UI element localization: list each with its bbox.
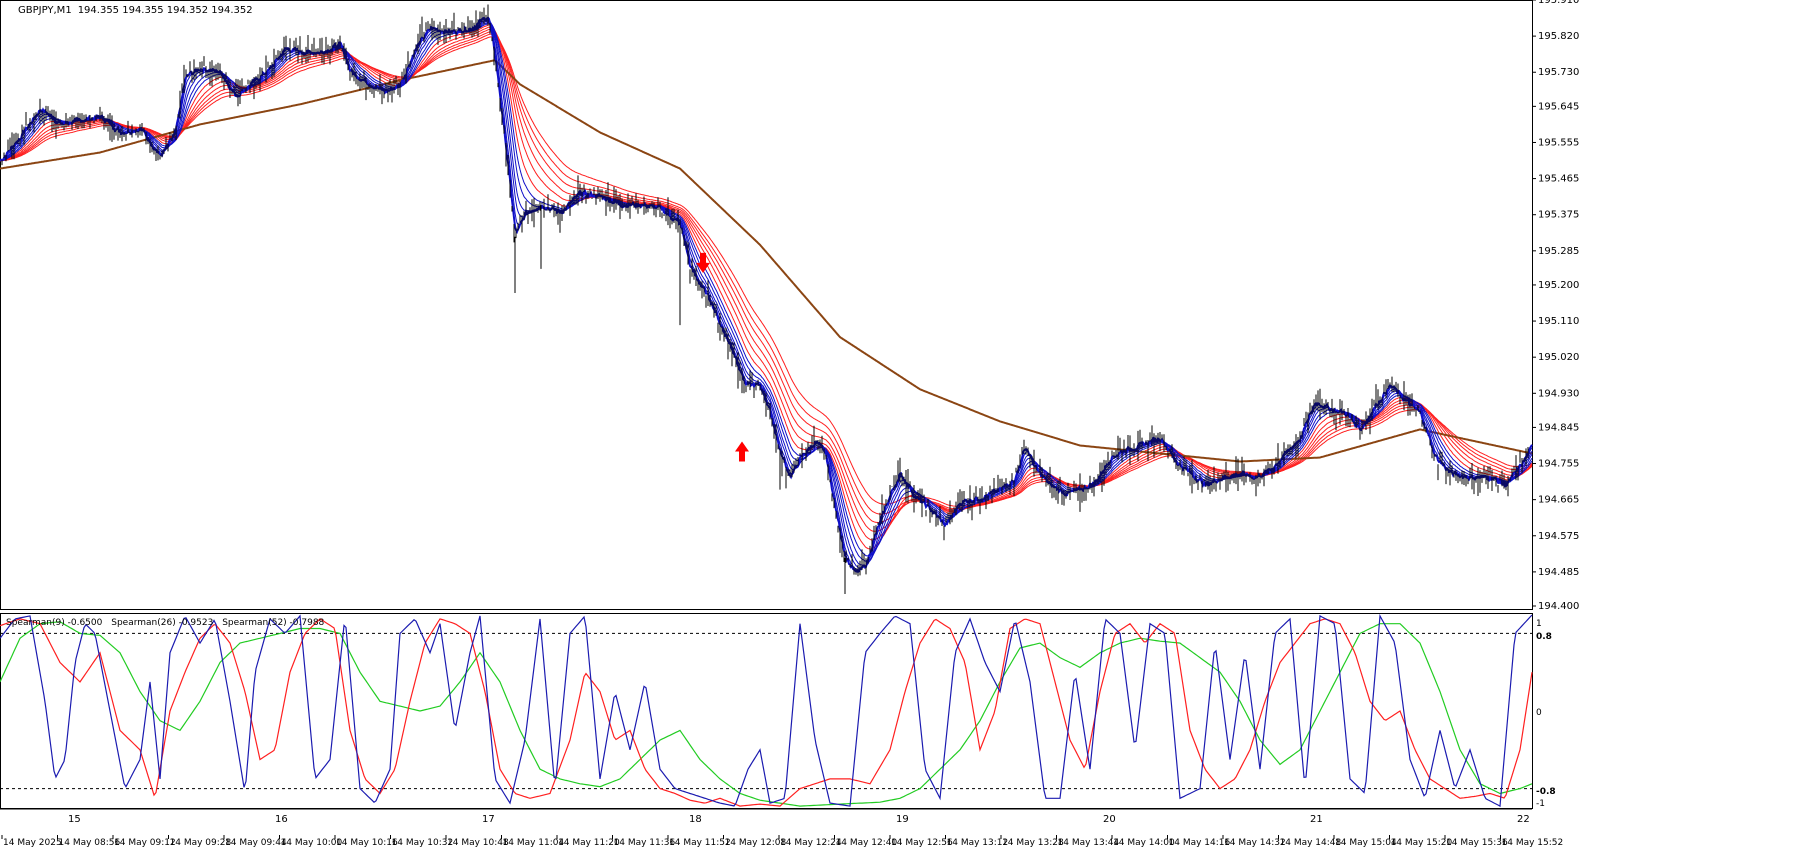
osc-line-Spearman(9): [0, 613, 1533, 808]
legend-spearman9: Spearman(9) -0.6500: [6, 618, 103, 628]
price-tick-label: 194.485: [1538, 567, 1579, 578]
time-label: 14 May 14:32: [1224, 838, 1286, 847]
day-label: 19: [896, 814, 909, 825]
indicator-scale: 1 0.8 0 -0.8 -1: [1536, 619, 1556, 809]
time-label: 14 May 09:28: [170, 838, 232, 847]
fast-ma-14: [0, 20, 1533, 567]
slow-ma-95: [0, 36, 1533, 507]
slow-ma-68: [0, 31, 1533, 524]
price-tick-label: 195.730: [1538, 67, 1579, 78]
price-tick-label: 195.645: [1538, 101, 1579, 112]
time-label: 14 May 12:40: [836, 838, 898, 847]
osc-scale-neg1: -1: [1536, 799, 1545, 809]
time-label: 14 May 12:56: [891, 838, 953, 847]
time-label: 14 May 11:04: [503, 838, 565, 847]
osc-scale-neg0.8: -0.8: [1536, 787, 1556, 797]
fast-ma-20: [0, 21, 1533, 563]
time-label: 14 May 09:12: [114, 838, 176, 847]
day-label: 21: [1310, 814, 1323, 825]
price-tick-label: 194.400: [1538, 601, 1579, 612]
time-label: 14 May 14:00: [1113, 838, 1175, 847]
legend-spearman52: Spearman(52) -0.7988: [222, 618, 324, 628]
price-tick-label: 194.755: [1538, 459, 1579, 470]
price-tick-label: 195.465: [1538, 174, 1579, 185]
osc-scale-0: 0: [1536, 708, 1542, 718]
time-label: 14 May 13:12: [947, 838, 1009, 847]
osc-scale-0.8: 0.8: [1536, 632, 1552, 642]
price-axis: 195.910 195.820 195.730 195.645 195.555 195.4…: [1532, 0, 1579, 612]
time-label: 14 May 09:44: [225, 838, 287, 847]
day-label: 20: [1103, 814, 1116, 825]
fast-ma-26: [0, 22, 1533, 557]
price-tick-label: 194.845: [1538, 422, 1579, 433]
time-label: 14 May 10:32: [392, 838, 454, 847]
indicator-legend: Spearman(9) -0.6500 Spearman(26) -0.9523…: [6, 618, 325, 628]
price-tick-label: 194.930: [1538, 388, 1579, 399]
time-label: 14 May 2025: [3, 838, 62, 847]
time-label: 14 May 14:16: [1169, 838, 1231, 847]
osc-line-Spearman(52): [0, 621, 1533, 807]
time-label: 14 May 15:20: [1391, 838, 1453, 847]
buy-arrow: [735, 441, 749, 462]
signal-arrows: [696, 252, 749, 462]
price-tick-label: 195.110: [1538, 316, 1579, 327]
time-label: 14 May 12:08: [725, 838, 787, 847]
price-tick-label: 194.575: [1538, 531, 1579, 542]
time-label: 14 May 10:48: [447, 838, 509, 847]
price-tick-label: 195.200: [1538, 280, 1579, 291]
day-label: 15: [68, 814, 81, 825]
time-label: 14 May 08:56: [59, 838, 121, 847]
legend-spearman26: Spearman(26) -0.9523: [111, 618, 213, 628]
long-ma: [0, 59, 1533, 463]
chart-symbol-label: GBPJPY,M1 194.355 194.355 194.352 194.352: [18, 5, 253, 16]
time-label: 14 May 12:24: [780, 838, 842, 847]
price-tick-label: 195.820: [1538, 31, 1579, 42]
price-tick-label: 195.555: [1538, 137, 1579, 148]
time-label: 14 May 10:00: [281, 838, 343, 847]
slow-ma-56: [0, 29, 1533, 532]
day-label: 18: [689, 814, 702, 825]
price-tick-label: 195.375: [1538, 210, 1579, 221]
candlestick-series: [1, 4, 1529, 594]
slow-ma-45: [0, 26, 1533, 541]
day-label: 16: [275, 814, 288, 825]
price-tick-label: 195.910: [1538, 0, 1579, 6]
fast-ma-3: [0, 15, 1533, 574]
time-label: 14 May 15:04: [1335, 838, 1397, 847]
fast-ma-10: [0, 19, 1533, 569]
slow-ma-34: [0, 24, 1533, 550]
osc-line-Spearman(26): [0, 618, 1533, 807]
time-label: 14 May 13:44: [1058, 838, 1120, 847]
price-tick-label: 195.285: [1538, 246, 1579, 257]
price-panel-frame: [0, 0, 1533, 610]
fast-ma-6: [0, 17, 1533, 572]
sell-arrow: [696, 252, 710, 273]
time-label: 14 May 15:36: [1446, 838, 1508, 847]
day-label: 22: [1517, 814, 1530, 825]
time-label: 14 May 15:52: [1502, 838, 1564, 847]
price-tick-label: 195.020: [1538, 352, 1579, 363]
osc-scale-1: 1: [1536, 619, 1542, 629]
time-label: 14 May 11:36: [614, 838, 676, 847]
time-label: 14 May 10:16: [336, 838, 398, 847]
price-tick-label: 194.665: [1538, 495, 1579, 506]
time-label: 14 May 14:48: [1280, 838, 1342, 847]
time-label: 14 May 11:20: [558, 838, 620, 847]
time-label: 14 May 13:28: [1002, 838, 1064, 847]
time-label: 14 May 11:52: [669, 838, 731, 847]
spearman-oscillator: [0, 613, 1533, 808]
day-label: 17: [482, 814, 495, 825]
moving-average-ribbon: [0, 15, 1533, 574]
